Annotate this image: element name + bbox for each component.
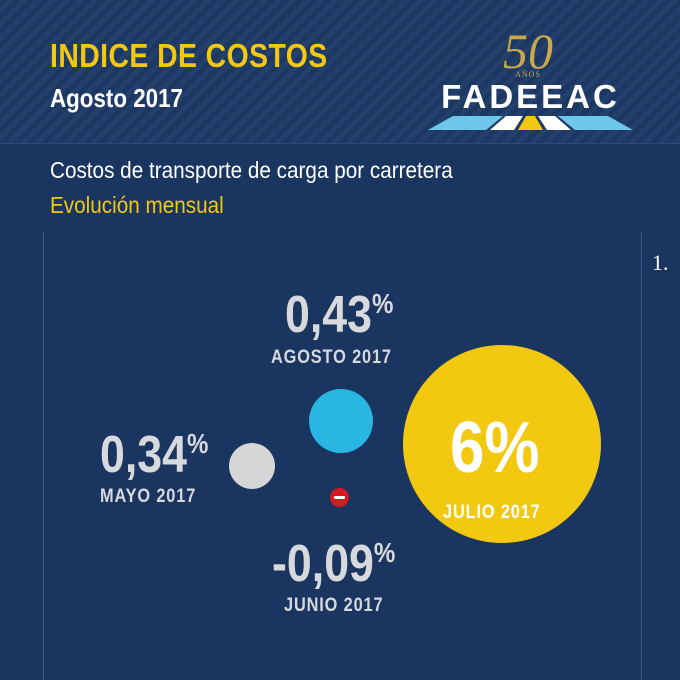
agosto-label: AGOSTO 2017	[271, 347, 392, 368]
minus-icon	[334, 496, 345, 499]
julio-circle	[403, 345, 601, 543]
chart-description: Costos de transporte de carga por carret…	[50, 157, 453, 183]
junio-percent-sign: %	[373, 537, 396, 568]
mayo-number: 0,34	[100, 426, 188, 484]
anniversary-50-icon: 50	[503, 24, 553, 74]
julio-number: 6	[450, 408, 485, 488]
julio-label: JULIO 2017	[443, 502, 541, 523]
agosto-circle	[309, 389, 373, 453]
mayo-label: MAYO 2017	[100, 486, 197, 507]
road-stripes-icon	[428, 116, 633, 130]
page-number: 1.	[652, 250, 669, 275]
chart-subtitle: Evolución mensual	[50, 192, 224, 218]
info-band	[0, 143, 680, 232]
page-title: INDICE DE COSTOS	[50, 37, 328, 74]
svg-text:50: 50	[503, 24, 553, 74]
logo-anos-text: AÑOS	[515, 70, 541, 79]
mayo-circle	[229, 443, 275, 489]
logo-wordmark: FADEEAC	[441, 78, 620, 115]
mayo-percent-sign: %	[187, 428, 209, 459]
julio-value: 6%	[450, 410, 540, 486]
report-date: Agosto 2017	[50, 83, 183, 113]
content-panel	[43, 231, 642, 680]
header-band: INDICE DE COSTOS Agosto 2017 50 AÑOS FAD…	[0, 0, 680, 143]
junio-label: JUNIO 2017	[284, 595, 384, 616]
agosto-value: 0,43%	[285, 287, 393, 343]
junio-number: -0,09	[272, 535, 374, 593]
fadeeac-logo: 50 AÑOS FADEEAC	[428, 20, 633, 130]
junio-value: -0,09%	[272, 536, 395, 592]
julio-percent-sign: %	[484, 408, 540, 488]
agosto-number: 0,43	[285, 286, 373, 344]
mayo-value: 0,34%	[100, 427, 208, 483]
agosto-percent-sign: %	[372, 288, 394, 319]
